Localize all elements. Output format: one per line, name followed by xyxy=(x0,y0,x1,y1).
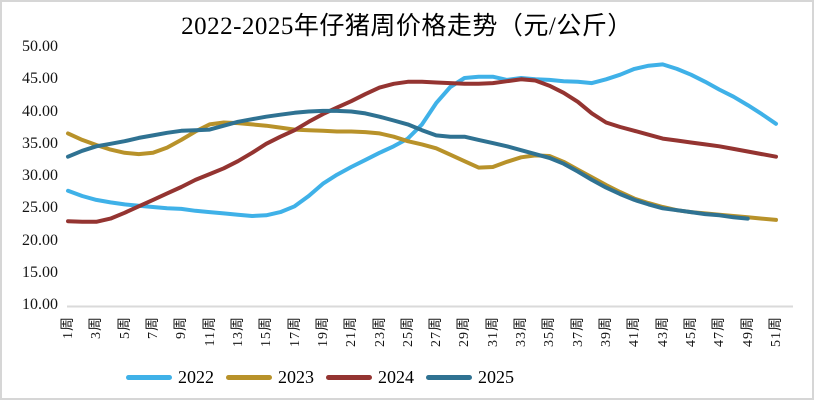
x-axis-tick-label: 23周 xyxy=(372,316,388,347)
legend-line-swatch xyxy=(326,375,372,380)
x-axis-tick-label: 11周 xyxy=(202,316,218,347)
x-axis-tick-label: 13周 xyxy=(230,316,246,347)
series-line-2025 xyxy=(66,108,750,221)
legend-label: 2022 xyxy=(178,367,214,387)
x-axis-tick-label: 39周 xyxy=(599,316,615,347)
y-axis-tick-label: 50.00 xyxy=(22,38,58,55)
x-axis-tick-label: 15周 xyxy=(259,316,275,347)
x-axis-tick-label: 31周 xyxy=(485,316,501,347)
y-axis-tick-label: 30.00 xyxy=(22,167,58,184)
y-axis-tick-label: 45.00 xyxy=(22,70,58,88)
y-axis-tick-label: 35.00 xyxy=(22,134,58,152)
series-line-2024 xyxy=(66,77,778,224)
x-axis-tick-label: 51周 xyxy=(769,316,784,347)
y-axis-tick-label: 20.00 xyxy=(22,231,58,249)
y-axis-tick-label: 15.00 xyxy=(22,263,58,281)
legend-item-2022: 2022 xyxy=(126,367,214,388)
x-axis-tick-label: 5周 xyxy=(117,316,133,339)
x-axis-tick-label: 47周 xyxy=(712,316,728,347)
y-axis-tick-label: 10.00 xyxy=(22,296,58,313)
x-axis-tick-label: 45周 xyxy=(684,316,700,347)
x-axis-tick-label: 41周 xyxy=(627,316,643,347)
x-axis-tick-label: 27周 xyxy=(429,316,445,347)
x-axis-tick-label: 3周 xyxy=(89,316,105,339)
x-axis-tick-label: 35周 xyxy=(542,316,558,347)
legend-label: 2025 xyxy=(478,367,514,387)
legend-item-2023: 2023 xyxy=(226,367,314,388)
y-axis-tick-label: 25.00 xyxy=(22,199,58,217)
chart-legend: 2022 2023 2024 2025 xyxy=(126,367,526,388)
x-axis-tick-label: 19周 xyxy=(315,316,331,347)
x-axis-tick-label: 21周 xyxy=(344,316,360,347)
x-axis-tick-label: 25周 xyxy=(400,316,416,347)
legend-label: 2023 xyxy=(278,367,314,387)
chart-title: 2022-2025年仔猪周价格走势（元/公斤） xyxy=(181,13,633,40)
series-line-2023 xyxy=(66,120,778,222)
legend-item-2025: 2025 xyxy=(426,367,514,388)
x-axis-tick-label: 29周 xyxy=(457,316,473,347)
x-axis-tick-label: 1周 xyxy=(61,316,76,339)
x-axis-tick-label: 7周 xyxy=(145,316,161,339)
x-axis-tick-label: 43周 xyxy=(655,316,671,347)
y-axis-tick-label: 40.00 xyxy=(22,102,58,120)
legend-item-2024: 2024 xyxy=(326,367,414,388)
x-axis-tick-label: 9周 xyxy=(174,316,190,339)
series-line-2022 xyxy=(66,62,778,218)
x-axis-tick-label: 17周 xyxy=(287,316,303,347)
legend-line-swatch xyxy=(426,375,472,380)
legend-line-swatch xyxy=(126,375,172,380)
x-axis-tick-label: 49周 xyxy=(740,316,756,347)
legend-label: 2024 xyxy=(378,367,414,387)
x-axis-tick-label: 33周 xyxy=(514,316,530,347)
x-axis-tick-label: 37周 xyxy=(570,316,586,347)
legend-line-swatch xyxy=(226,375,272,380)
